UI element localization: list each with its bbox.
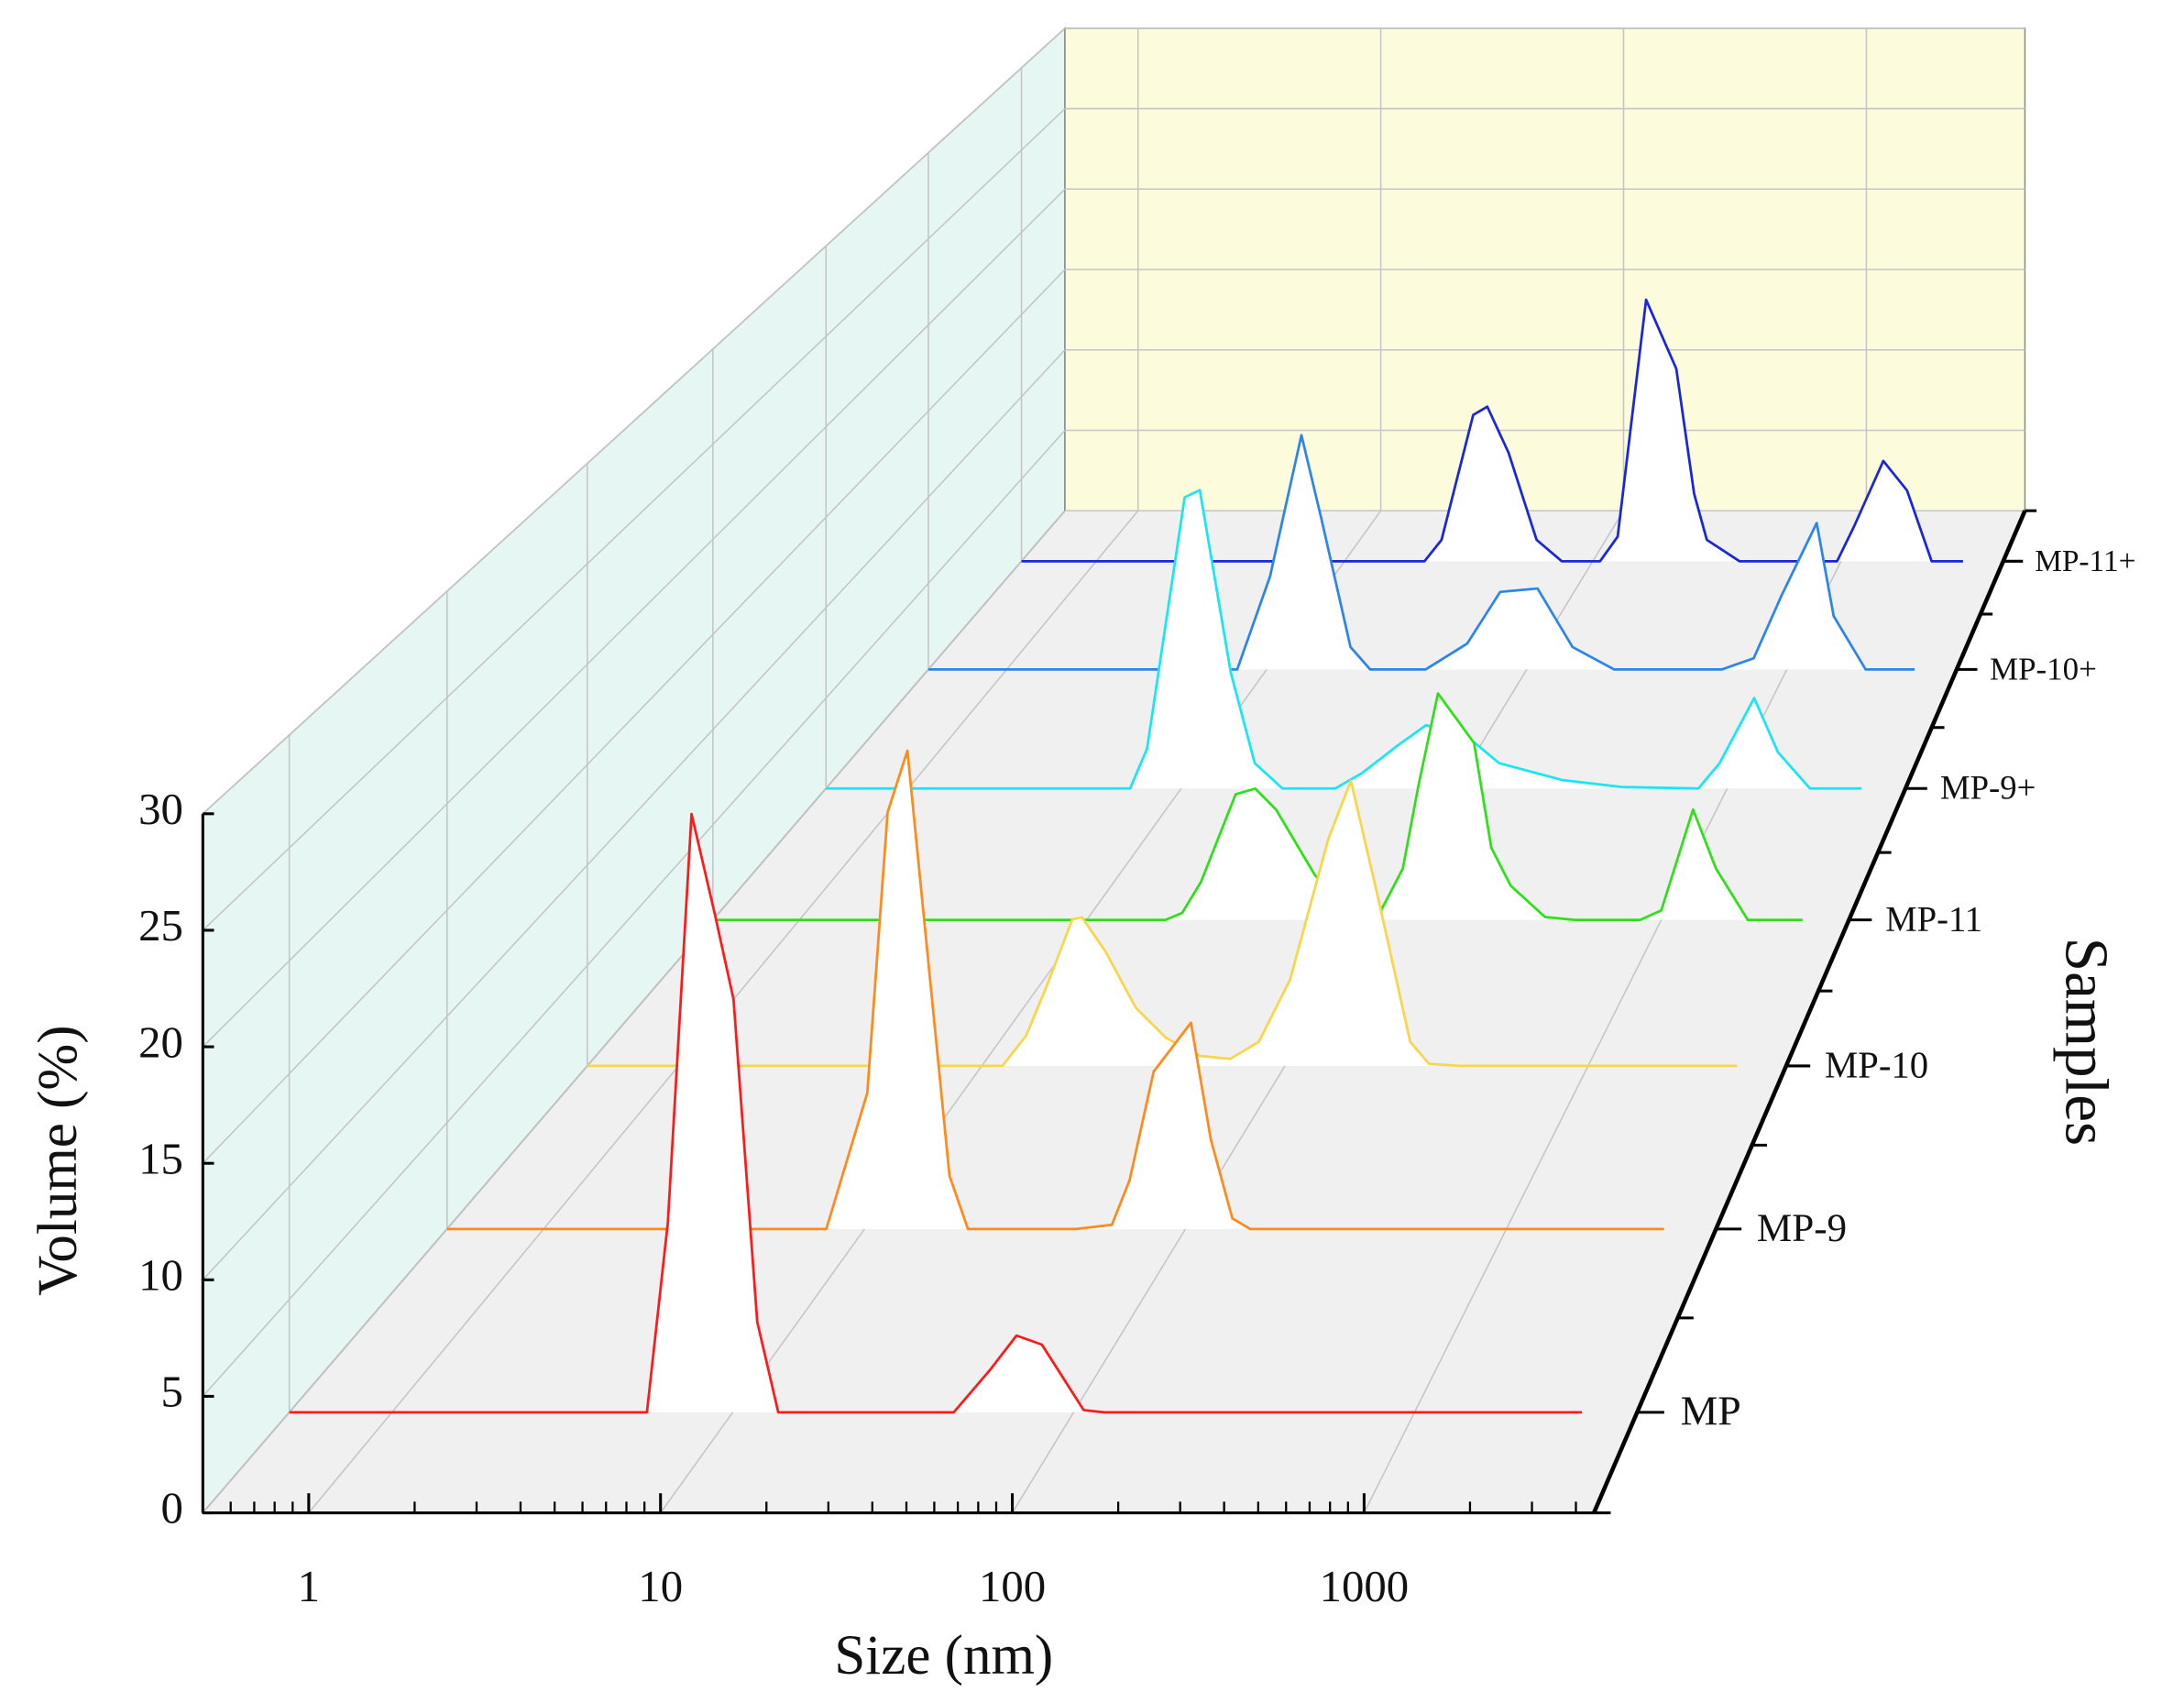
- x-axis-title: Size (nm): [834, 1625, 1053, 1687]
- depth-tick-label: MP: [1681, 1387, 1741, 1434]
- series-line: [1021, 298, 1963, 563]
- y-tick-label: 30: [138, 785, 183, 834]
- left-wall-grid-line: [202, 510, 1066, 1514]
- left-wall-grid-line: [202, 108, 1066, 931]
- depth-tick-label: MP-11+: [2035, 544, 2135, 578]
- floor-grid-line: [660, 510, 1382, 1513]
- left-wall-grid-line: [202, 27, 1066, 815]
- area-fill: [826, 489, 1861, 789]
- depth-tick-label: MP-9+: [1940, 769, 2036, 807]
- depth-tick-label: MP-9: [1757, 1207, 1847, 1250]
- series-line: [289, 812, 1583, 1414]
- y-tick-label: 20: [138, 1017, 183, 1067]
- y-tick-label: 25: [138, 901, 183, 950]
- depth-tick-label: MP-10: [1825, 1044, 1928, 1085]
- depth-axis-title: Samples: [2053, 938, 2122, 1146]
- x-tick-label: 100: [979, 1562, 1046, 1611]
- y-axis-title: Volume (%): [27, 1025, 89, 1295]
- area-fill: [1021, 300, 1963, 562]
- y-tick-label: 10: [138, 1250, 183, 1300]
- x-tick-label: 10: [638, 1562, 683, 1611]
- left-wall-grid-line: [202, 429, 1066, 1397]
- series-line: [826, 489, 1861, 790]
- depth-axis-line: [1592, 510, 2027, 1514]
- series-line: [587, 779, 1738, 1068]
- y-tick-label: 15: [138, 1134, 183, 1183]
- area-fill: [712, 693, 1803, 920]
- depth-tick-label: MP-11: [1885, 901, 1982, 939]
- floor-grid-line: [1363, 510, 1868, 1513]
- left-wall-grid-line: [202, 269, 1066, 1164]
- depth-tick-label: MP-10+: [1990, 651, 2097, 687]
- left-wall-grid-line: [202, 188, 1066, 1048]
- y-tick-label: 0: [161, 1484, 183, 1533]
- series-line: [446, 749, 1664, 1231]
- x-tick-label: 1000: [1320, 1562, 1410, 1611]
- series-line: [927, 434, 1915, 671]
- series-line: [712, 692, 1803, 922]
- x-tick-label: 1: [298, 1562, 320, 1611]
- area-fill: [927, 434, 1915, 670]
- y-tick-label: 5: [161, 1368, 183, 1417]
- left-wall-grid-line: [202, 349, 1066, 1280]
